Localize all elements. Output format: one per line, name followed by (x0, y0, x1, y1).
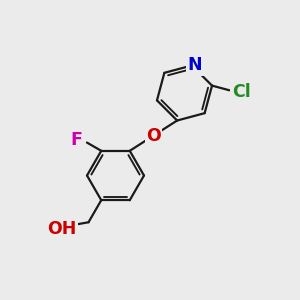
Text: Cl: Cl (232, 83, 250, 101)
Text: F: F (70, 130, 82, 148)
Text: N: N (188, 56, 202, 74)
Text: OH: OH (47, 220, 76, 238)
Text: O: O (146, 127, 161, 145)
